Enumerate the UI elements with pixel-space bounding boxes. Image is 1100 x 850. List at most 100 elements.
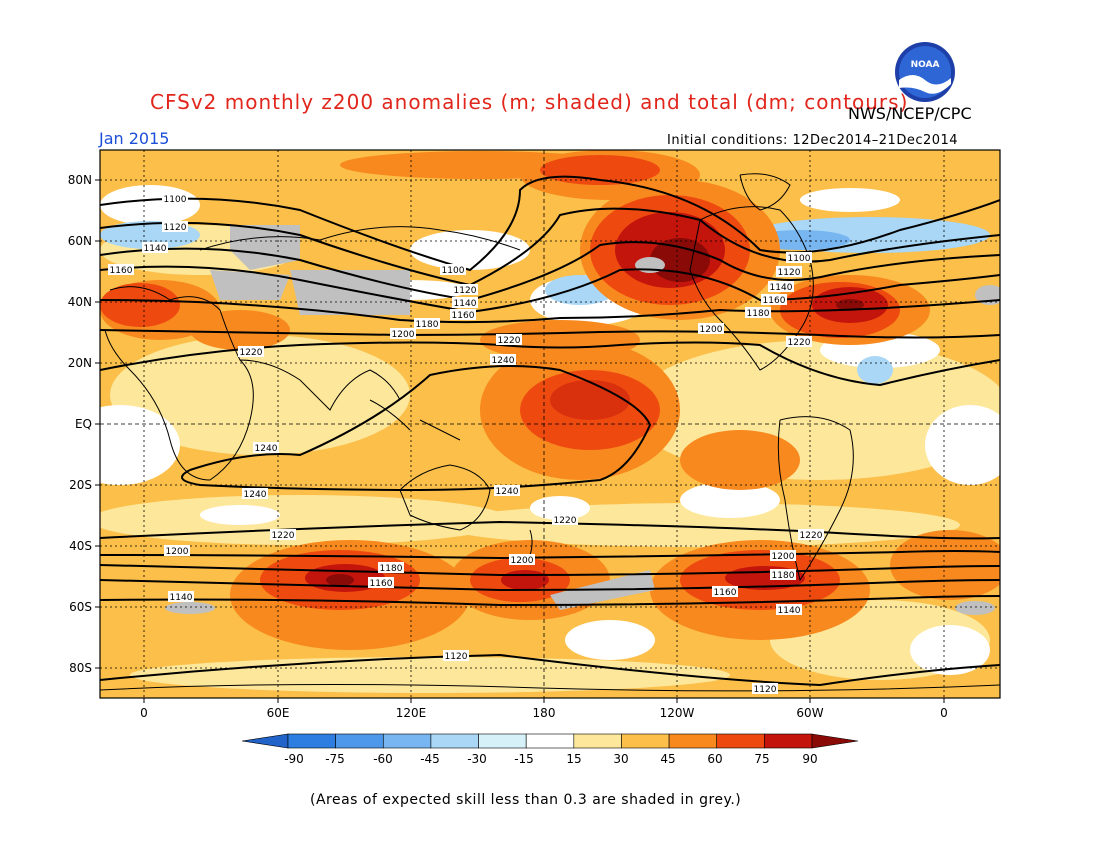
height-contours: [100, 175, 1000, 687]
lat-label: 80S: [69, 661, 92, 675]
contour-label: 1220: [270, 529, 296, 541]
organization-label: NWS/NCEP/CPC: [848, 104, 972, 123]
svg-text:1160: 1160: [452, 311, 475, 321]
lon-label: 180: [533, 706, 556, 720]
contour-label: 1140: [452, 297, 478, 309]
svg-text:NOAA: NOAA: [911, 60, 940, 70]
contour-label: 1120: [752, 683, 778, 695]
svg-text:1220: 1220: [788, 338, 811, 348]
contour-label: 1120: [452, 284, 478, 296]
contour-label: 1100: [440, 264, 466, 276]
svg-text:1220: 1220: [800, 531, 823, 541]
contour-label: 1120: [776, 266, 802, 278]
svg-text:1240: 1240: [255, 444, 278, 454]
svg-text:1140: 1140: [770, 283, 793, 293]
svg-text:1120: 1120: [754, 685, 777, 695]
lon-label: 0: [940, 706, 948, 720]
contour-labels: 1100 1120 1140 1160 1100 1120 1140 1160 …: [108, 193, 824, 695]
svg-text:1100: 1100: [788, 254, 811, 264]
lon-label: 120E: [396, 706, 427, 720]
contour-label: 1140: [168, 591, 194, 603]
svg-text:1200: 1200: [700, 325, 723, 335]
contour-label: 1140: [142, 242, 168, 254]
svg-text:1180: 1180: [772, 571, 795, 581]
contour-label: 1160: [368, 577, 394, 589]
svg-text:1140: 1140: [454, 299, 477, 309]
svg-text:1100: 1100: [442, 266, 465, 276]
svg-text:1180: 1180: [747, 309, 770, 319]
lat-label: 80N: [68, 173, 92, 187]
svg-text:1160: 1160: [110, 266, 133, 276]
contour-label: 1100: [162, 193, 188, 205]
svg-text:1220: 1220: [498, 336, 521, 346]
svg-text:1140: 1140: [170, 593, 193, 603]
contour-label: 1160: [108, 264, 134, 276]
lon-label: 60E: [267, 706, 290, 720]
svg-text:1200: 1200: [511, 556, 534, 566]
svg-text:1200: 1200: [166, 547, 189, 557]
lon-label: 120W: [660, 706, 695, 720]
svg-text:1180: 1180: [416, 320, 439, 330]
contour-label: 1240: [490, 354, 516, 366]
svg-text:1120: 1120: [164, 223, 187, 233]
svg-text:1200: 1200: [392, 330, 415, 340]
graticule: [100, 150, 1000, 698]
contour-label: 1180: [745, 307, 771, 319]
svg-text:1200: 1200: [772, 552, 795, 562]
lat-label: 40N: [68, 295, 92, 309]
contour-label: 1180: [414, 318, 440, 330]
contour-label: 1120: [162, 221, 188, 233]
footnote: (Areas of expected skill less than 0.3 a…: [310, 792, 742, 808]
lon-label: 60W: [796, 706, 823, 720]
contour-label: 1200: [509, 554, 535, 566]
contour-label: 1140: [776, 604, 802, 616]
svg-text:1160: 1160: [714, 588, 737, 598]
contour-label: 1200: [164, 545, 190, 557]
chart-title: CFSv2 monthly z200 anomalies (m; shaded)…: [150, 90, 909, 114]
contour-label: 1200: [390, 328, 416, 340]
lat-label: 60S: [69, 600, 92, 614]
contour-label: 1220: [496, 334, 522, 346]
forecast-month: Jan 2015: [99, 129, 170, 148]
svg-text:1220: 1220: [272, 531, 295, 541]
lat-label: EQ: [75, 417, 92, 431]
contour-label: 1240: [253, 442, 279, 454]
contour-label: 1180: [378, 562, 404, 574]
svg-text:1160: 1160: [370, 579, 393, 589]
svg-text:1120: 1120: [778, 268, 801, 278]
lat-label: 20S: [69, 478, 92, 492]
svg-text:1220: 1220: [554, 516, 577, 526]
anomaly-map: 1100 1120 1140 1160 1100 1120 1140 1160 …: [68, 149, 1001, 720]
svg-text:1240: 1240: [492, 356, 515, 366]
svg-text:1240: 1240: [244, 490, 267, 500]
svg-text:1120: 1120: [454, 286, 477, 296]
contour-label: 1140: [768, 281, 794, 293]
longitude-labels: 0 60E 120E 180 120W 60W 0: [140, 706, 948, 720]
axis-ticks: [95, 179, 945, 703]
contour-label: 1220: [552, 514, 578, 526]
contour-label: 1220: [786, 336, 812, 348]
contour-label: 1180: [770, 569, 796, 581]
noaa-logo: NOAA: [895, 42, 955, 102]
contour-label: 1160: [450, 309, 476, 321]
initial-conditions: Initial conditions: 12Dec2014–21Dec2014: [667, 133, 959, 148]
contour-label: 1160: [712, 586, 738, 598]
svg-text:1140: 1140: [778, 606, 801, 616]
svg-text:1160: 1160: [763, 296, 786, 306]
contour-label: 1240: [242, 488, 268, 500]
contour-label: 1220: [238, 346, 264, 358]
lon-label: 0: [140, 706, 148, 720]
latitude-labels: 80N 60N 40N 20N EQ 20S 40S 60S 80S: [68, 173, 92, 675]
svg-text:1180: 1180: [380, 564, 403, 574]
svg-text:1220: 1220: [240, 348, 263, 358]
svg-text:1240: 1240: [496, 487, 519, 497]
contour-label: 1220: [798, 529, 824, 541]
lat-label: 60N: [68, 234, 92, 248]
contour-label: 1200: [770, 550, 796, 562]
lat-label: 20N: [68, 356, 92, 370]
svg-text:1120: 1120: [445, 652, 468, 662]
lat-label: 40S: [69, 539, 92, 553]
svg-text:1140: 1140: [144, 244, 167, 254]
svg-text:1100: 1100: [164, 195, 187, 205]
contour-label: 1200: [698, 323, 724, 335]
